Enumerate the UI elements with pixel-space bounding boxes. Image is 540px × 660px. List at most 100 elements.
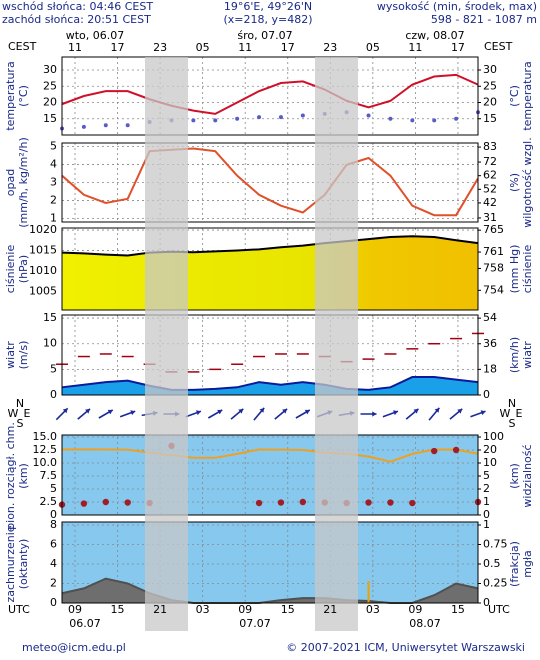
y-tick-label: 4 <box>50 557 57 570</box>
y-tick-label: 10 <box>43 337 57 350</box>
y2-tick-label: 52 <box>483 182 497 195</box>
y-tick-label: 1 <box>50 211 57 224</box>
panel-frame <box>61 434 479 516</box>
axis-title: (km/h) <box>508 337 521 373</box>
y2-tick-label: 0 <box>483 388 490 401</box>
compass: S <box>17 417 24 430</box>
y-tick-label: 2.5 <box>40 495 58 508</box>
top-hour: 11 <box>408 41 422 54</box>
wind-arrow <box>77 408 91 420</box>
wind-arrow <box>98 409 114 419</box>
bottom-date: 08.07 <box>409 617 441 630</box>
y-tick-label: 1010 <box>29 264 57 277</box>
y-tick-label: 0 <box>50 508 57 521</box>
line <box>61 147 479 217</box>
wind-arrow <box>449 408 463 420</box>
bottom-zone: UTC <box>8 603 30 616</box>
top-date: czw, 08.07 <box>405 29 464 42</box>
arrow-head <box>434 407 440 413</box>
y2-tick-label: 761 <box>483 245 504 258</box>
axis-title: ciśnienie <box>4 245 17 294</box>
dot <box>235 116 240 121</box>
axis-title: ciśnienie <box>521 245 534 294</box>
wind-arrow <box>230 408 244 420</box>
arrow-head <box>85 408 91 414</box>
y2-tick-label: 36 <box>483 337 497 350</box>
y-tick-label: 12.5 <box>33 443 58 456</box>
top-hour: 23 <box>153 41 167 54</box>
axis-title: wiatr <box>521 341 534 369</box>
y2-tick-label: 765 <box>483 223 504 236</box>
compass: E <box>516 407 523 420</box>
compass: N <box>508 397 516 410</box>
arrow-head <box>457 408 463 414</box>
panel-frame <box>61 314 479 396</box>
dot <box>102 498 109 506</box>
y-tick-label: 1005 <box>29 285 57 298</box>
wind-arrow <box>207 409 223 419</box>
bar <box>367 581 370 603</box>
axis-title: (mm/h, kg/m²/h) <box>17 137 30 228</box>
axis-title: (frakcja) <box>508 541 521 587</box>
dot <box>410 118 415 123</box>
y2-tick-label: 20 <box>483 443 497 456</box>
dot <box>257 115 262 120</box>
bottom-hour: 15 <box>281 603 295 616</box>
arrow-head <box>195 410 201 416</box>
bottom-hour: 03 <box>366 603 380 616</box>
arrow-head <box>304 409 310 415</box>
top-hour: 11 <box>238 41 252 54</box>
line <box>61 73 479 115</box>
compass: E <box>24 407 31 420</box>
wind-arrow <box>55 407 69 421</box>
dot <box>213 118 218 123</box>
axis-title: (oktanty) <box>17 539 30 590</box>
y2-tick-label: 0 <box>483 508 490 521</box>
y-tick-label: 1015 <box>29 244 57 257</box>
top-hour: 11 <box>68 41 82 54</box>
arrow-head <box>282 408 288 414</box>
wind-arrow <box>405 408 419 420</box>
y-tick-label: 5 <box>50 140 57 153</box>
axis-title: zachmurzenie <box>4 525 17 602</box>
y2-tick-label: 31 <box>483 211 497 224</box>
top-hour: 23 <box>323 41 337 54</box>
elevation-title: wysokość (min, środek, max) <box>377 0 537 13</box>
arrow-head <box>259 407 265 413</box>
y-tick-label: 20 <box>43 96 57 109</box>
dot <box>80 500 88 507</box>
top-date: śro, 07.07 <box>237 29 292 42</box>
bottom-hour: 09 <box>238 603 252 616</box>
bottom-hour: 21 <box>153 603 167 616</box>
y-tick-label: 3 <box>50 176 57 189</box>
y-tick-label: 0 <box>50 388 57 401</box>
y2-tick-label: 0.5 <box>483 557 501 570</box>
axis-title: pion. rozciągł. chm. <box>4 422 17 530</box>
axis-title: temperatura <box>4 61 17 130</box>
top-hour: 17 <box>111 41 125 54</box>
dot <box>432 118 437 123</box>
dot <box>255 499 263 507</box>
dot <box>409 499 416 507</box>
axis-title: (%) <box>508 173 521 192</box>
dot <box>454 116 459 121</box>
top-hour: 05 <box>366 41 380 54</box>
y2-tick-label: 20 <box>483 96 497 109</box>
dot <box>278 115 283 120</box>
y2-tick-label: 72 <box>483 155 497 168</box>
axis-title: mgła <box>521 550 534 578</box>
panel-frame <box>61 56 479 136</box>
dot <box>277 499 285 506</box>
area-line <box>61 235 479 257</box>
y-tick-label: 25 <box>43 79 57 92</box>
coords: 19°6'E, 49°26'N <box>224 0 312 13</box>
arrow-head <box>107 409 113 415</box>
wind-arrow <box>360 411 377 417</box>
top-zone: CEST <box>8 40 37 53</box>
wind-arrow <box>428 407 440 421</box>
arrow-head <box>238 408 244 414</box>
y-tick-label: 4 <box>50 158 57 171</box>
